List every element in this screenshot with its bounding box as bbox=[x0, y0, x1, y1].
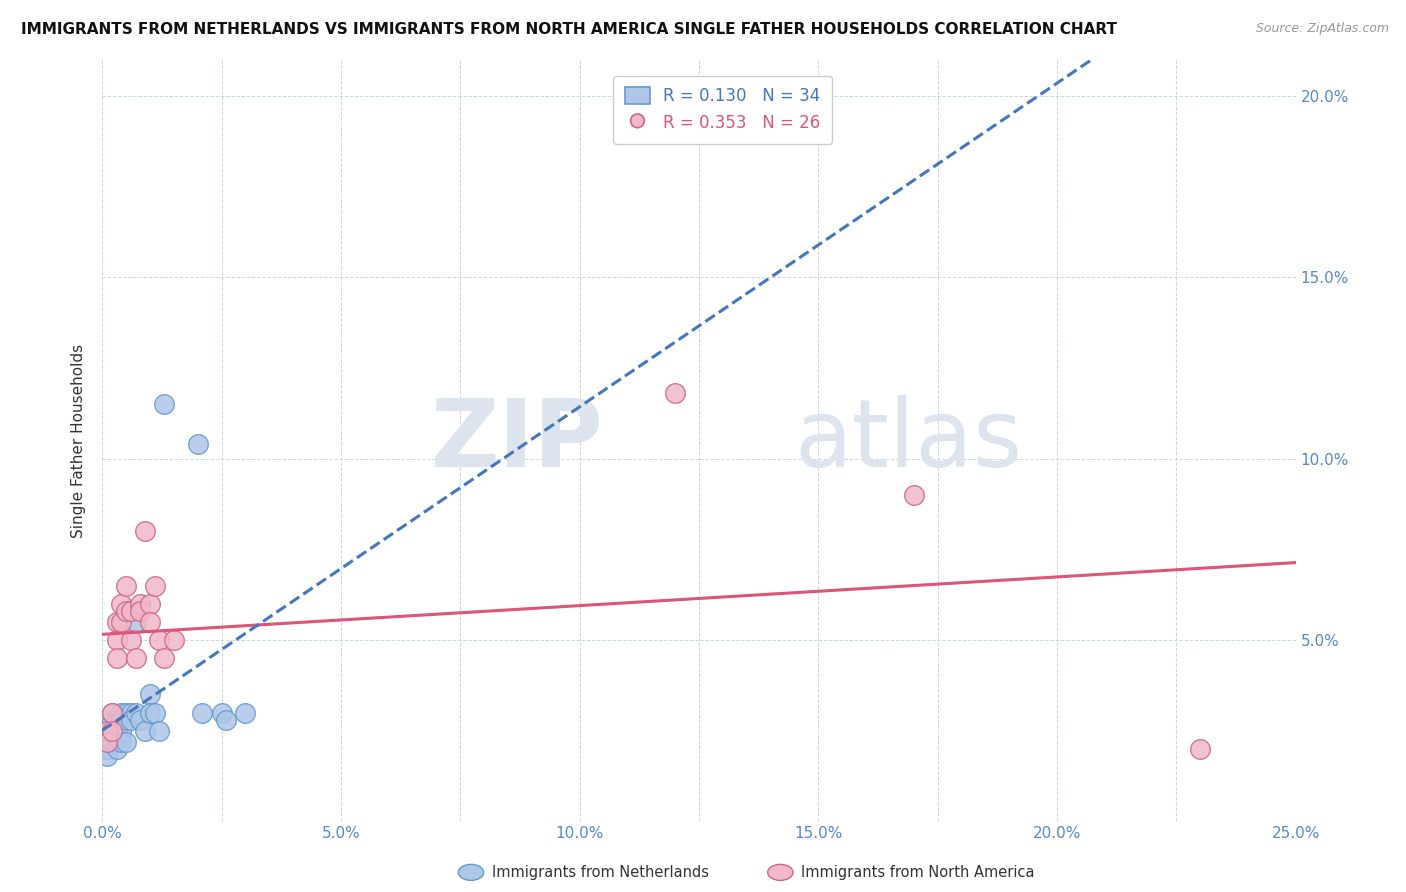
Point bbox=[139, 688, 162, 702]
Text: Source: ZipAtlas.com: Source: ZipAtlas.com bbox=[1256, 22, 1389, 36]
Point bbox=[110, 597, 132, 611]
Point bbox=[139, 597, 162, 611]
Point bbox=[100, 723, 122, 738]
Point bbox=[120, 713, 142, 727]
Point bbox=[100, 706, 122, 720]
Point bbox=[105, 651, 128, 665]
Point bbox=[100, 713, 122, 727]
Point bbox=[115, 734, 138, 748]
Point bbox=[143, 579, 166, 593]
Point bbox=[96, 734, 118, 748]
Point bbox=[139, 706, 162, 720]
Legend: R = 0.130   N = 34, R = 0.353   N = 26: R = 0.130 N = 34, R = 0.353 N = 26 bbox=[613, 76, 832, 144]
Point bbox=[143, 706, 166, 720]
Point bbox=[110, 723, 132, 738]
Point bbox=[105, 615, 128, 629]
Point bbox=[129, 597, 152, 611]
Point bbox=[124, 651, 146, 665]
Point bbox=[96, 742, 118, 756]
Point bbox=[903, 488, 925, 502]
Point bbox=[105, 713, 128, 727]
Y-axis label: Single Father Households: Single Father Households bbox=[72, 343, 86, 538]
Point bbox=[153, 397, 176, 411]
Point bbox=[100, 723, 122, 738]
Point bbox=[105, 734, 128, 748]
Point bbox=[120, 706, 142, 720]
Point bbox=[129, 713, 152, 727]
Point bbox=[124, 615, 146, 629]
Point bbox=[215, 713, 238, 727]
Text: ZIP: ZIP bbox=[430, 394, 603, 486]
Point bbox=[100, 734, 122, 748]
Point bbox=[120, 633, 142, 648]
Point bbox=[110, 713, 132, 727]
Point bbox=[139, 615, 162, 629]
Point bbox=[211, 706, 233, 720]
Point bbox=[148, 633, 170, 648]
Point bbox=[96, 749, 118, 764]
Point bbox=[120, 604, 142, 618]
Point bbox=[110, 615, 132, 629]
Point bbox=[110, 706, 132, 720]
Text: IMMIGRANTS FROM NETHERLANDS VS IMMIGRANTS FROM NORTH AMERICA SINGLE FATHER HOUSE: IMMIGRANTS FROM NETHERLANDS VS IMMIGRANT… bbox=[21, 22, 1118, 37]
Text: atlas: atlas bbox=[794, 394, 1022, 486]
Point bbox=[115, 579, 138, 593]
Point bbox=[100, 706, 122, 720]
Point bbox=[110, 734, 132, 748]
Point bbox=[1189, 742, 1212, 756]
Point bbox=[187, 437, 209, 451]
Point bbox=[105, 633, 128, 648]
Point bbox=[96, 723, 118, 738]
Point bbox=[134, 524, 156, 539]
Point bbox=[115, 713, 138, 727]
Point bbox=[115, 604, 138, 618]
Point bbox=[148, 723, 170, 738]
Text: Immigrants from Netherlands: Immigrants from Netherlands bbox=[492, 865, 709, 880]
Point bbox=[235, 706, 257, 720]
Point bbox=[153, 651, 176, 665]
Point bbox=[129, 604, 152, 618]
Point bbox=[105, 742, 128, 756]
Point bbox=[163, 633, 186, 648]
Point bbox=[96, 734, 118, 748]
Point bbox=[191, 706, 214, 720]
Point bbox=[105, 723, 128, 738]
Point bbox=[115, 706, 138, 720]
Point bbox=[134, 723, 156, 738]
Point bbox=[664, 386, 686, 401]
Text: Immigrants from North America: Immigrants from North America bbox=[801, 865, 1035, 880]
Point bbox=[124, 706, 146, 720]
